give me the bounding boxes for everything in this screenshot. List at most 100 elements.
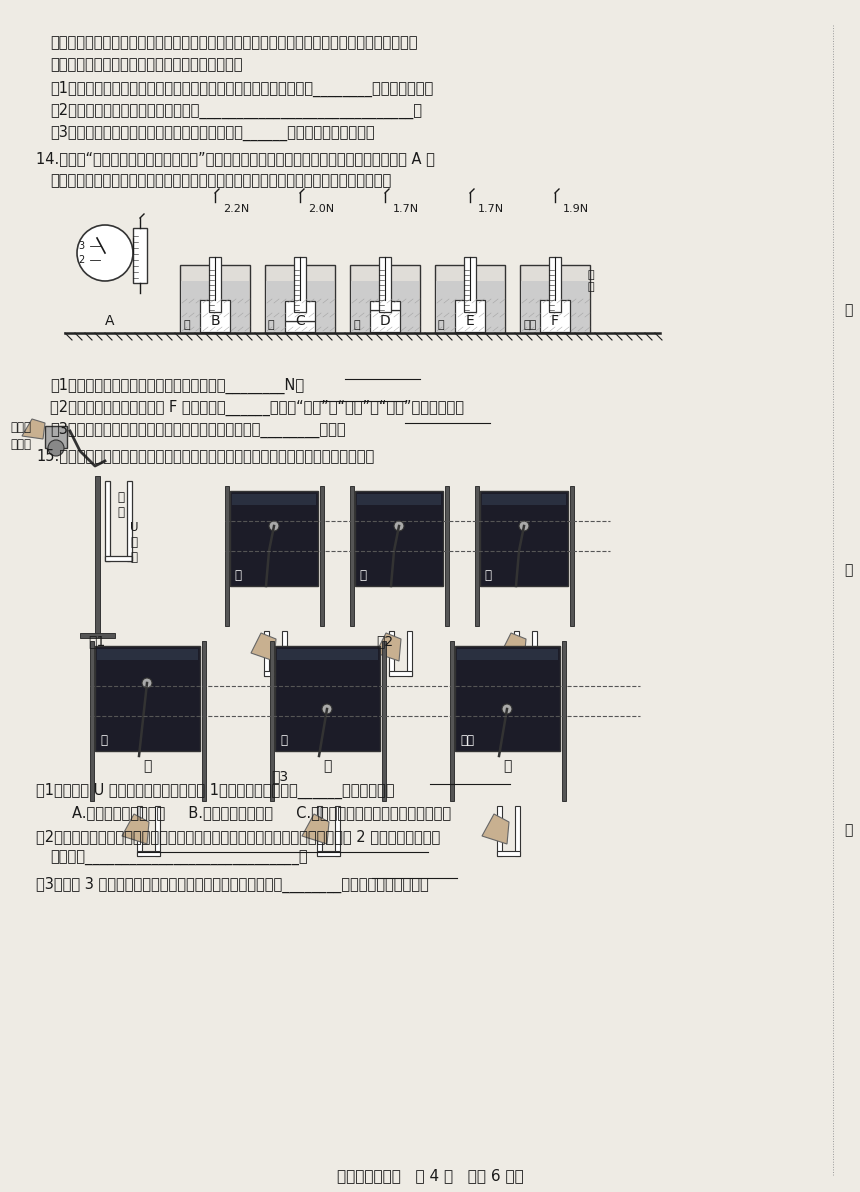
Text: （1）如果想探究滑动摩擦力大小与接触面粗糙程度的关系，应选择________两图进行实验；: （1）如果想探究滑动摩擦力大小与接触面粗糙程度的关系，应选择________两图… xyxy=(50,81,433,98)
Bar xyxy=(351,281,419,333)
Bar xyxy=(570,486,574,626)
Circle shape xyxy=(142,678,152,688)
Text: 图1: 图1 xyxy=(89,634,106,648)
Bar xyxy=(389,671,412,676)
Bar xyxy=(180,265,250,333)
Polygon shape xyxy=(302,814,329,844)
Text: 图3: 图3 xyxy=(272,769,289,783)
Circle shape xyxy=(48,440,64,457)
Bar xyxy=(230,491,318,586)
Circle shape xyxy=(269,521,279,530)
Text: 水: 水 xyxy=(353,319,359,330)
Text: 水: 水 xyxy=(438,319,445,330)
Text: 示，然后将金属块缓慢浸入液体中不同深度（液体均未溢），并记录弹簧测力计的示数。: 示，然后将金属块缓慢浸入液体中不同深度（液体均未溢），并记录弹簧测力计的示数。 xyxy=(50,173,391,188)
Text: A.按压金属盒的橡皮膜     B.取下软管重新安装     C.倒出右管多余液体至左右管液面相平: A.按压金属盒的橡皮膜 B.取下软管重新安装 C.倒出右管多余液体至左右管液面相… xyxy=(72,805,452,820)
Bar xyxy=(549,257,561,312)
Text: 封: 封 xyxy=(844,563,852,577)
Bar xyxy=(265,265,335,333)
Text: 软
管: 软 管 xyxy=(117,491,124,519)
Bar xyxy=(475,486,479,626)
Bar xyxy=(435,265,505,333)
Bar xyxy=(232,493,316,505)
Circle shape xyxy=(502,704,512,714)
Bar xyxy=(264,631,269,676)
Text: E: E xyxy=(465,313,475,328)
Text: 液体: 液体 xyxy=(523,319,537,330)
Bar xyxy=(275,646,380,751)
Text: 2.2N: 2.2N xyxy=(223,204,249,215)
Bar xyxy=(105,482,110,561)
Polygon shape xyxy=(501,633,526,662)
Bar xyxy=(480,491,568,586)
Text: 乙: 乙 xyxy=(322,759,331,772)
Text: 14.在探究“浮力的大小跟哪些因素有关”的实验，小明先用弹簧测力计测出金属块的重力如图 A 所: 14.在探究“浮力的大小跟哪些因素有关”的实验，小明先用弹簧测力计测出金属块的重… xyxy=(36,151,435,166)
Bar xyxy=(137,851,160,856)
Text: U
形
管: U 形 管 xyxy=(130,521,138,564)
Bar xyxy=(357,493,441,505)
Text: 水: 水 xyxy=(268,319,274,330)
Text: （2）比较甲乙两图可得出的结论是：_____________________________；: （2）比较甲乙两图可得出的结论是：_______________________… xyxy=(50,103,422,119)
Bar xyxy=(90,641,94,801)
Text: （3）由图 3 中的乙、丙实验现象可知实验结论：同一深度，________越大，液体压强越大。: （3）由图 3 中的乙、丙实验现象可知实验结论：同一深度，________越大，… xyxy=(36,877,429,893)
Text: 水: 水 xyxy=(359,569,366,582)
Text: 甲: 甲 xyxy=(143,759,151,772)
Bar xyxy=(482,493,566,505)
Bar xyxy=(515,806,520,856)
Text: 盐水: 盐水 xyxy=(460,734,474,747)
Polygon shape xyxy=(122,814,149,844)
Bar xyxy=(350,486,354,626)
Bar xyxy=(436,281,504,333)
Bar xyxy=(105,555,132,561)
Bar xyxy=(370,310,400,333)
Bar xyxy=(497,851,520,856)
Text: A: A xyxy=(105,313,114,328)
Bar xyxy=(200,300,230,333)
Bar xyxy=(270,641,274,801)
Text: （3）如果要在拔河比赛中获胜，应该选用图中的______（填字母）类型的鞋。: （3）如果要在拔河比赛中获胜，应该选用图中的______（填字母）类型的鞋。 xyxy=(50,125,375,141)
Text: 水: 水 xyxy=(100,734,107,747)
Bar xyxy=(514,631,519,676)
Bar xyxy=(264,671,287,676)
Text: 水: 水 xyxy=(234,569,241,582)
Bar xyxy=(294,257,306,312)
Bar xyxy=(317,851,340,856)
Text: 密: 密 xyxy=(844,303,852,317)
Bar xyxy=(464,257,476,312)
Bar xyxy=(450,641,454,801)
Text: 图2: 图2 xyxy=(377,634,394,648)
Bar xyxy=(532,631,537,676)
Text: （2）分析实验数据可知，图 F 中液体密度______（选填“大于”、“小于”或“等于”）水的密度；: （2）分析实验数据可知，图 F 中液体密度______（选填“大于”、“小于”或… xyxy=(50,401,464,416)
Bar xyxy=(455,646,560,751)
Bar xyxy=(355,491,443,586)
Text: 3: 3 xyxy=(78,241,84,252)
Bar xyxy=(95,646,200,751)
Text: 水: 水 xyxy=(280,734,287,747)
Bar xyxy=(320,486,324,626)
Bar xyxy=(445,486,449,626)
Circle shape xyxy=(322,704,332,714)
Bar xyxy=(350,265,420,333)
Text: 验结论：_____________________________；: 验结论：_____________________________； xyxy=(50,851,308,867)
Text: 丙: 丙 xyxy=(503,759,511,772)
Bar xyxy=(282,631,287,676)
Text: 1.7N: 1.7N xyxy=(393,204,419,215)
Polygon shape xyxy=(22,420,45,439)
Bar xyxy=(562,641,566,801)
Bar xyxy=(266,281,334,333)
Bar xyxy=(95,476,100,637)
Bar xyxy=(497,806,502,856)
Text: 八年级物理试卷   第 4 页   （共 6 页）: 八年级物理试卷 第 4 页 （共 6 页） xyxy=(336,1168,524,1182)
Circle shape xyxy=(77,225,133,281)
Bar xyxy=(455,300,485,333)
Bar xyxy=(514,671,537,676)
Bar xyxy=(407,631,412,676)
Text: 水: 水 xyxy=(183,319,189,330)
Bar xyxy=(285,302,315,321)
Polygon shape xyxy=(251,633,276,662)
Text: 1.7N: 1.7N xyxy=(478,204,504,215)
Text: 知，木块所受摩擦力大小等于弹簧测力计的示数；: 知，木块所受摩擦力大小等于弹簧测力计的示数； xyxy=(50,57,243,72)
Text: 实验中应该用弹簧测力计沿水平方向拉着木块在接触面上做匀速直线运动，根据二力平衡知识可: 实验中应该用弹簧测力计沿水平方向拉着木块在接触面上做匀速直线运动，根据二力平衡知… xyxy=(50,35,417,50)
Bar xyxy=(155,806,160,856)
Bar xyxy=(133,228,147,283)
Bar xyxy=(127,482,132,561)
